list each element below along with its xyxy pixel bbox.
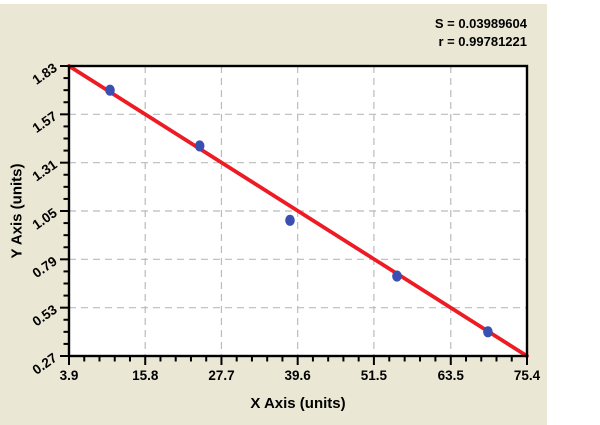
stats-r-value: r = 0.99781221 [438, 34, 527, 49]
x-axis-title: X Axis (units) [250, 395, 346, 412]
x-tick-label: 15.8 [132, 368, 159, 383]
stats-s-value: S = 0.03989604 [434, 16, 527, 31]
y-tick-label: 1.83 [30, 60, 61, 88]
regression-line [67, 64, 529, 358]
data-point [105, 84, 115, 96]
x-tick-label: 3.9 [60, 368, 79, 383]
data-point [194, 140, 205, 152]
x-tick-label: 75.4 [514, 368, 541, 383]
data-point [483, 326, 493, 338]
x-tick-label: 51.5 [361, 368, 388, 383]
y-tick-label: 1.05 [30, 205, 61, 233]
data-point [392, 270, 402, 282]
x-tick-label: 27.7 [208, 368, 234, 383]
y-tick-label: 0.27 [30, 350, 60, 377]
y-tick-label: 0.79 [30, 254, 60, 281]
data-point [285, 214, 295, 226]
plot-frame [67, 64, 529, 358]
x-tick-label: 63.5 [438, 368, 465, 383]
stats-annotation: S = 0.03989604 r = 0.99781221 [435, 15, 527, 51]
y-tick-label: 0.53 [30, 302, 61, 330]
y-axis-title: Y Axis (units) [8, 163, 26, 259]
x-tick-label: 39.6 [285, 368, 312, 383]
y-tick-label: 1.57 [30, 109, 60, 136]
y-tick-label: 1.31 [30, 157, 61, 185]
